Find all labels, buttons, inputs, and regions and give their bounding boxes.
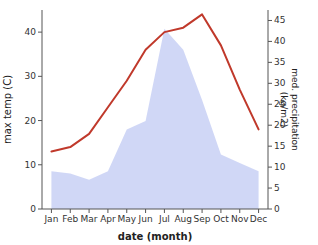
plot-area: [51, 14, 258, 209]
y2-axis-label: med. precipitation(kg/m2): [279, 68, 300, 150]
x-tick: [70, 209, 71, 213]
y-tick: [38, 209, 42, 210]
x-tick-label: Sep: [194, 214, 211, 224]
x-tick-label: May: [117, 214, 136, 224]
y-tick-label: 30: [25, 71, 37, 81]
y2-axis-line: [268, 10, 269, 209]
y-axis-label: max temp (C): [2, 75, 13, 144]
x-tick-label: Aug: [174, 214, 192, 224]
y2-tick: [268, 41, 272, 42]
y2-tick: [268, 20, 272, 21]
y-tick-label: 0: [30, 204, 36, 214]
y2-tick-label: 35: [274, 57, 285, 67]
y2-tick-label: 5: [274, 183, 280, 193]
y-tick: [38, 76, 42, 77]
temp-line: [51, 14, 258, 151]
x-tick: [107, 209, 108, 213]
y2-tick: [268, 125, 272, 126]
y-tick-label: 10: [25, 160, 37, 170]
y-tick: [38, 164, 42, 165]
x-tick: [145, 209, 146, 213]
y2-axis-label-line: med. precipitation: [290, 68, 300, 150]
y2-tick: [268, 83, 272, 84]
x-tick: [183, 209, 184, 213]
y2-tick-label: 10: [274, 162, 286, 172]
y-tick-label: 40: [25, 27, 37, 37]
y-tick: [38, 32, 42, 33]
x-tick-label: Jul: [158, 214, 170, 224]
x-tick-label: Mar: [81, 214, 98, 224]
x-tick-label: Nov: [231, 214, 249, 224]
y2-tick: [268, 104, 272, 105]
y2-tick-label: 40: [274, 36, 286, 46]
chart: 010203040051015202530354045JanFebMarAprM…: [0, 0, 318, 245]
precip-area: [51, 29, 258, 209]
y2-tick-label: 15: [274, 141, 285, 151]
x-tick-label: Dec: [250, 214, 267, 224]
x-tick-label: Jan: [43, 214, 58, 224]
x-axis-line: [42, 209, 268, 210]
y2-tick: [268, 62, 272, 63]
y2-tick: [268, 209, 272, 210]
x-tick: [51, 209, 52, 213]
axes: 010203040051015202530354045JanFebMarAprM…: [25, 10, 286, 224]
x-tick: [202, 209, 203, 213]
x-tick-label: Oct: [213, 214, 229, 224]
y2-tick-label: 30: [274, 78, 286, 88]
x-tick-label: Apr: [100, 214, 116, 224]
y-tick: [38, 120, 42, 121]
x-tick: [220, 209, 221, 213]
y2-tick: [268, 146, 272, 147]
x-tick: [258, 209, 259, 213]
x-axis-label: date (month): [118, 231, 192, 242]
y2-tick: [268, 188, 272, 189]
x-tick-label: Jun: [138, 214, 153, 224]
x-tick: [89, 209, 90, 213]
y-tick-label: 20: [25, 116, 37, 126]
x-tick: [239, 209, 240, 213]
y2-tick-label: 45: [274, 15, 285, 25]
x-tick: [164, 209, 165, 213]
y2-tick: [268, 167, 272, 168]
x-tick-label: Feb: [62, 214, 78, 224]
y2-axis-label-line: (kg/m2): [279, 92, 289, 127]
y-axis-line: [42, 10, 43, 209]
y2-tick-label: 0: [274, 204, 280, 214]
x-tick: [126, 209, 127, 213]
